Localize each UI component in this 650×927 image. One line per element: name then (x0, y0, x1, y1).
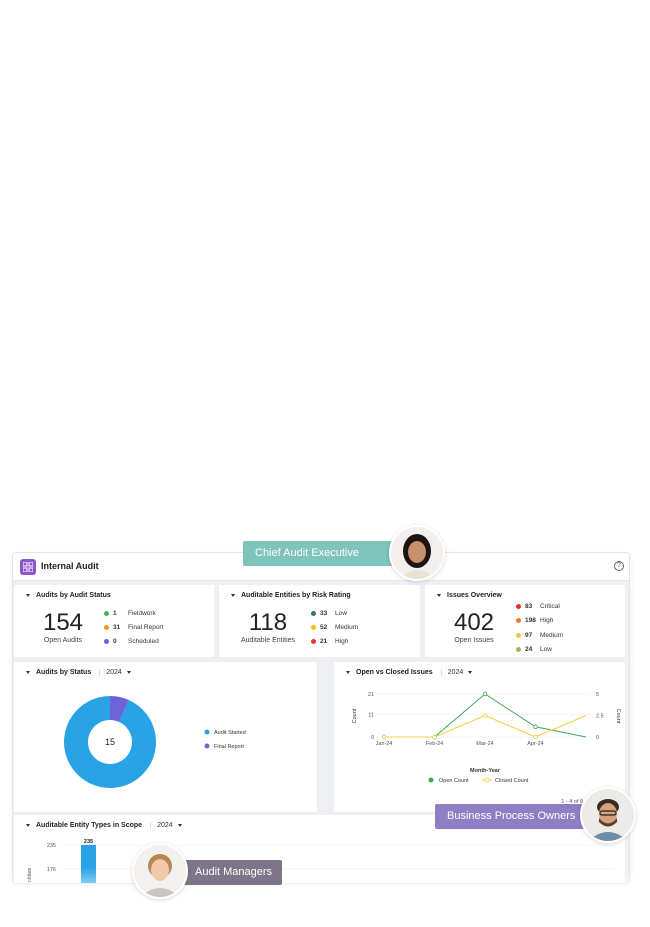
legend-item: 198 High (516, 617, 553, 624)
open-audits-caption: Open Audits (43, 637, 83, 644)
open-issues-caption: Open Issues (454, 637, 494, 644)
entities-risk-title[interactable]: Auditable Entities by Risk Rating (231, 592, 351, 599)
audits-by-status-title[interactable]: Audits by Status 2024 (26, 669, 131, 676)
donut-chart: 15 Audit Started Final Report (63, 696, 246, 788)
x-tick-label: Jan-24 (376, 741, 393, 747)
donut-slice (110, 696, 129, 722)
app-title: Internal Audit (41, 561, 99, 571)
y-tick-label: 21 (368, 692, 374, 698)
legend-item: 31 Final Report (104, 624, 163, 631)
collapse-caret-icon[interactable] (231, 593, 235, 597)
medium-dot-icon (311, 624, 316, 630)
y2-tick-label: 2.5 (596, 714, 604, 720)
auditable-entities-caption: Auditable Entities (240, 637, 296, 644)
donut-slice (63, 696, 156, 788)
y2-tick-label: 5 (596, 692, 599, 698)
legend-item: 1 Fieldwork (104, 610, 156, 617)
auditable-entities-value: 118 (248, 609, 288, 636)
app-grid-icon (20, 559, 36, 575)
year-select[interactable]: 2024 (440, 669, 473, 676)
data-point (381, 734, 387, 740)
audits-by-status-panel: Audits by Status 2024 15 Audit Started Fina… (14, 662, 317, 812)
legend-item: 24 Low (516, 646, 552, 653)
donut-center-label: 15 (105, 737, 115, 747)
legend-label: Final Report (214, 744, 244, 750)
data-point (482, 691, 488, 697)
high-dot-icon (516, 617, 521, 623)
open-audits-value: 154 (42, 609, 84, 636)
bottom-fade (0, 868, 650, 927)
legend-label: Closed Count (495, 778, 529, 784)
high-dot-icon (311, 638, 316, 644)
year-select[interactable]: 2024 (150, 822, 182, 829)
help-icon[interactable]: ? (614, 561, 624, 571)
bar-data-label: 235 (84, 839, 93, 845)
legend-item: 21 High (311, 638, 348, 645)
legend-dot-icon (204, 729, 210, 735)
x-axis-label: Month-Year (470, 768, 501, 774)
audits-status-title[interactable]: Audits by Audit Status (26, 592, 111, 599)
chevron-down-icon[interactable] (177, 823, 182, 827)
legend-item: 33 Low (311, 610, 347, 617)
medium-dot-icon (516, 632, 521, 638)
legend-marker-icon (484, 777, 490, 783)
collapse-caret-icon[interactable] (26, 823, 30, 827)
entity-types-title[interactable]: Auditable Entity Types in Scope 2024 (26, 822, 182, 829)
pagination-label[interactable]: 1 - 4 of 8 (561, 799, 583, 805)
open-vs-closed-panel: Open vs Closed Issues 2024 21 11 0 5 2.5 0 Jan-… (334, 662, 625, 812)
collapse-caret-icon[interactable] (26, 593, 30, 597)
open-issues-value: 402 (453, 609, 495, 636)
legend-label: Audit Started (214, 730, 246, 736)
open-vs-closed-title[interactable]: Open vs Closed Issues 2024 (346, 669, 473, 676)
legend-dot-icon (204, 743, 210, 749)
legend-marker-icon (428, 777, 434, 783)
chief-audit-executive-badge: Chief Audit Executive (243, 541, 399, 566)
x-tick-label: Apr-24 (527, 741, 544, 747)
audit-managers-badge: Audit Managers (183, 860, 283, 885)
y2-tick-label: 0 (596, 735, 599, 741)
chief-audit-executive-avatar (389, 525, 445, 581)
audits-by-audit-status-card: Audits by Audit Status 154 Open Audits 1… (14, 585, 214, 657)
y-tick-label: 0 (371, 735, 374, 741)
critical-dot-icon (516, 603, 521, 609)
legend-item: 52 Medium (311, 624, 358, 631)
collapse-caret-icon[interactable] (437, 593, 441, 597)
fieldwork-dot-icon (104, 610, 109, 616)
issues-overview-card: Issues Overview 402 Open Issues 83 Critic… (425, 585, 625, 657)
collapse-caret-icon[interactable] (26, 670, 30, 674)
audit-managers-avatar (132, 843, 188, 899)
legend-label: Open Count (439, 778, 469, 784)
data-point (533, 734, 538, 740)
y-tick-label: 11 (368, 712, 374, 718)
legend-item: 0 Scheduled (104, 638, 159, 645)
internal-audit-dashboard: Internal Audit ? Audits by Audit Status … (12, 552, 630, 884)
x-tick-label: Feb-24 (426, 741, 443, 747)
y-axis-label: Count (352, 708, 358, 723)
scheduled-dot-icon (104, 638, 109, 644)
year-select[interactable]: 2024 (99, 669, 131, 676)
entities-by-risk-card: Auditable Entities by Risk Rating 118 Au… (219, 585, 420, 657)
series-line (384, 714, 587, 738)
data-point (482, 713, 488, 718)
low-dot-icon (516, 646, 521, 652)
legend-item: 83 Critical (516, 603, 560, 610)
y-tick-label: 235 (47, 843, 56, 849)
x-tick-label: Mar-24 (476, 741, 493, 747)
y2-axis-label: Count (615, 709, 621, 724)
legend-item: 97 Medium (516, 632, 563, 639)
collapse-caret-icon[interactable] (346, 670, 350, 674)
chevron-down-icon[interactable] (468, 670, 473, 674)
chevron-down-icon[interactable] (126, 670, 131, 674)
data-point (432, 734, 437, 740)
final-report-dot-icon (104, 624, 109, 630)
issues-overview-title[interactable]: Issues Overview (437, 592, 502, 599)
low-dot-icon (311, 610, 316, 616)
business-process-owners-avatar (580, 787, 636, 843)
data-point (533, 724, 538, 729)
